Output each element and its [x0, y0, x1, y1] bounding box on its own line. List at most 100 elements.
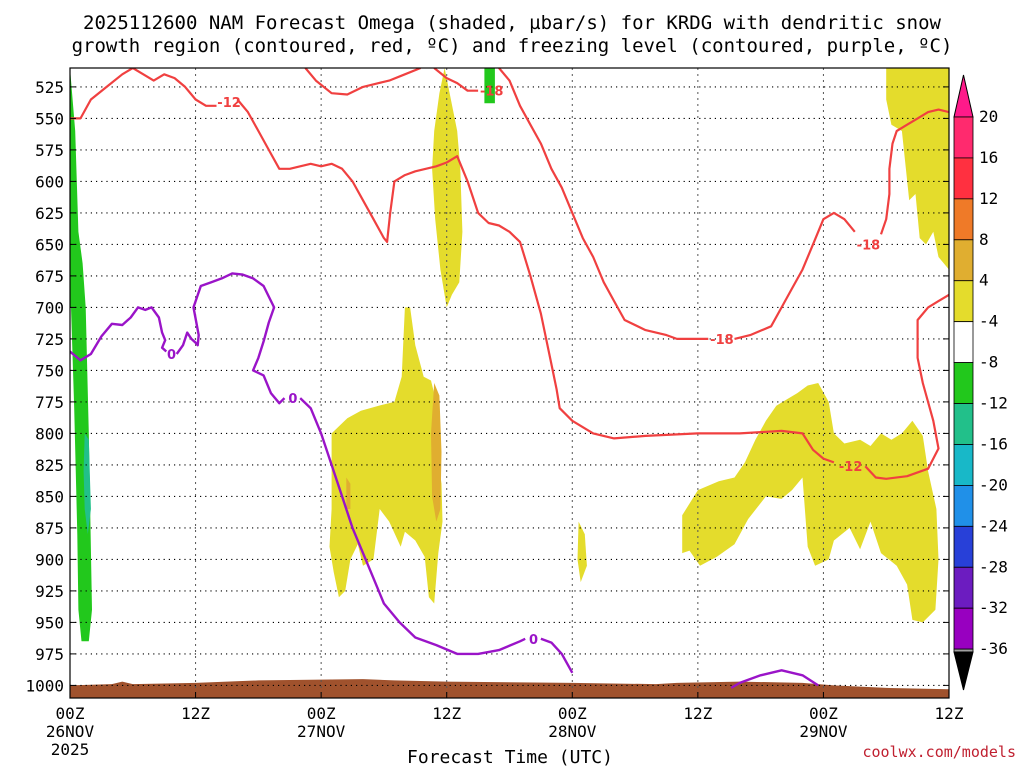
dgz-contour-3 [864, 293, 949, 480]
x-tick-date-2: 27NOV [297, 722, 346, 741]
colorbar-swatch-2 [953, 198, 974, 241]
sinking-core-8-to-12 [431, 383, 442, 522]
y-tick-label-625: 625 [35, 204, 64, 223]
y-tick-label-850: 850 [35, 487, 64, 506]
colorbar-label-3: 8 [979, 230, 989, 249]
y-tick-label-750: 750 [35, 361, 64, 380]
colorbar-label-4: 4 [979, 271, 989, 290]
x-tick-time-5: 12Z [683, 704, 712, 723]
y-tick-label-875: 875 [35, 519, 64, 538]
sinking-dot-8-to-12 [346, 477, 351, 509]
y-tick-label-975: 975 [35, 645, 64, 664]
dgz-contour-label-3: -18 [710, 333, 734, 348]
dgz-contour-label-4: -18 [857, 238, 881, 253]
freezing-contour-label-1: 0 [288, 392, 297, 407]
colorbar-swatch-0 [953, 116, 974, 159]
colorbar-swatch-9 [953, 485, 974, 527]
freezing-contour-4 [730, 669, 819, 689]
colorbar-swatch-4 [953, 280, 974, 323]
dgz-contour-label-2: -18 [480, 85, 504, 100]
x-tick-time-1: 12Z [181, 704, 210, 723]
freezing-contour-2 [299, 397, 526, 656]
x-tick-time-7: 12Z [935, 704, 964, 723]
x-axis-label: Forecast Time (UTC) [407, 747, 613, 768]
freezing-contour-label-0: 0 [167, 348, 176, 363]
dgz-contour-2 [236, 98, 835, 464]
colorbar-label-9: -20 [979, 475, 1008, 494]
y-tick-label-650: 650 [35, 235, 64, 254]
colorbar-bottom-triangle [953, 651, 974, 691]
colorbar-label-11: -28 [979, 557, 1008, 576]
colorbar-swatch-3 [953, 239, 974, 282]
sinking-blob-28nov [577, 521, 587, 583]
chart-title-line-2: growth region (contoured, red, ºC) and f… [72, 35, 953, 57]
colorbar-label-12: -32 [979, 598, 1008, 617]
colorbar-swatch-6 [953, 362, 974, 404]
colorbar-label-5: -4 [979, 312, 998, 331]
colorbar-swatch-11 [953, 566, 974, 609]
colorbar-label-0: 20 [979, 107, 998, 126]
dgz-contour-5 [433, 68, 479, 92]
plot-frame [69, 67, 950, 699]
x-tick-date-0: 26NOV [46, 722, 95, 741]
contour-layer [70, 68, 949, 689]
sinking-band-27nov [329, 307, 443, 604]
y-tick-label-675: 675 [35, 267, 64, 286]
y-tick-label-900: 900 [35, 550, 64, 569]
colorbar-swatch-7 [953, 403, 974, 445]
y-tick-label-825: 825 [35, 456, 64, 475]
x-tick-time-6: 00Z [809, 704, 838, 723]
colorbar-label-8: -16 [979, 434, 1008, 453]
colorbar-swatch-10 [953, 525, 974, 568]
sinking-tower-27nov [432, 68, 463, 308]
x-tick-time-4: 00Z [558, 704, 587, 723]
freezing-contour-1 [175, 272, 286, 405]
freezing-contour-label-2: 0 [529, 633, 538, 648]
chart-title-line-1: 2025112600 NAM Forecast Omega (shaded, µ… [83, 12, 941, 34]
dgz-contour-label-1: -12 [839, 460, 863, 475]
y-axis-ticks: 525 550 575 600 625 650 675 700 725 750 775 800 825 8… [25, 78, 949, 695]
rising-motion-green-strip [484, 68, 495, 104]
credit-text: coolwx.com/models [862, 743, 1016, 761]
y-tick-label-600: 600 [35, 172, 64, 191]
freezing-contour-3 [540, 637, 574, 674]
colorbar-label-7: -12 [979, 394, 1008, 413]
y-tick-label-775: 775 [35, 393, 64, 412]
x-tick-date-4: 28NOV [548, 722, 597, 741]
terrain-ground [70, 679, 949, 698]
x-tick-time-2: 00Z [307, 704, 336, 723]
x-tick-time-0: 00Z [56, 704, 85, 723]
x-tick-time-3: 12Z [432, 704, 461, 723]
colorbar-swatch-8 [953, 444, 974, 486]
y-tick-label-950: 950 [35, 613, 64, 632]
contour-label-layer: -12 -12 -18 -18 -18 0 0 0 [167, 85, 880, 648]
dgz-contour-7 [734, 211, 856, 340]
x-tick-year-0: 2025 [51, 740, 90, 759]
colorbar: 20 16 12 8 4 -4 -8 -12 -16 -20 -24 -28 -32 -36 [953, 74, 1008, 691]
x-tick-date-6: 29NOV [799, 722, 848, 741]
sinking-band-28-29nov [682, 383, 939, 623]
dgz-contour-4 [304, 68, 422, 96]
sinking-upper-right [886, 68, 949, 270]
colorbar-label-2: 12 [979, 189, 998, 208]
dgz-contour-6 [498, 68, 709, 340]
colorbar-label-1: 16 [979, 148, 998, 167]
dgz-contour-8 [879, 108, 949, 235]
y-tick-label-800: 800 [35, 424, 64, 443]
colorbar-swatch-1 [953, 157, 974, 200]
y-tick-label-550: 550 [35, 109, 64, 128]
y-tick-label-575: 575 [35, 141, 64, 160]
chart-title: 2025112600 NAM Forecast Omega (shaded, µ… [72, 12, 953, 57]
colorbar-label-10: -24 [979, 516, 1008, 535]
y-tick-label-525: 525 [35, 78, 64, 97]
y-tick-label-700: 700 [35, 298, 64, 317]
rising-motion-minus8-to-minus12 [83, 433, 91, 535]
colorbar-swatch-12 [953, 607, 974, 650]
y-tick-label-1000: 1000 [25, 676, 64, 695]
colorbar-label-6: -8 [979, 353, 998, 372]
colorbar-swatch-5 [953, 321, 974, 364]
colorbar-label-13: -36 [979, 639, 1008, 658]
grid-layer [69, 68, 950, 698]
